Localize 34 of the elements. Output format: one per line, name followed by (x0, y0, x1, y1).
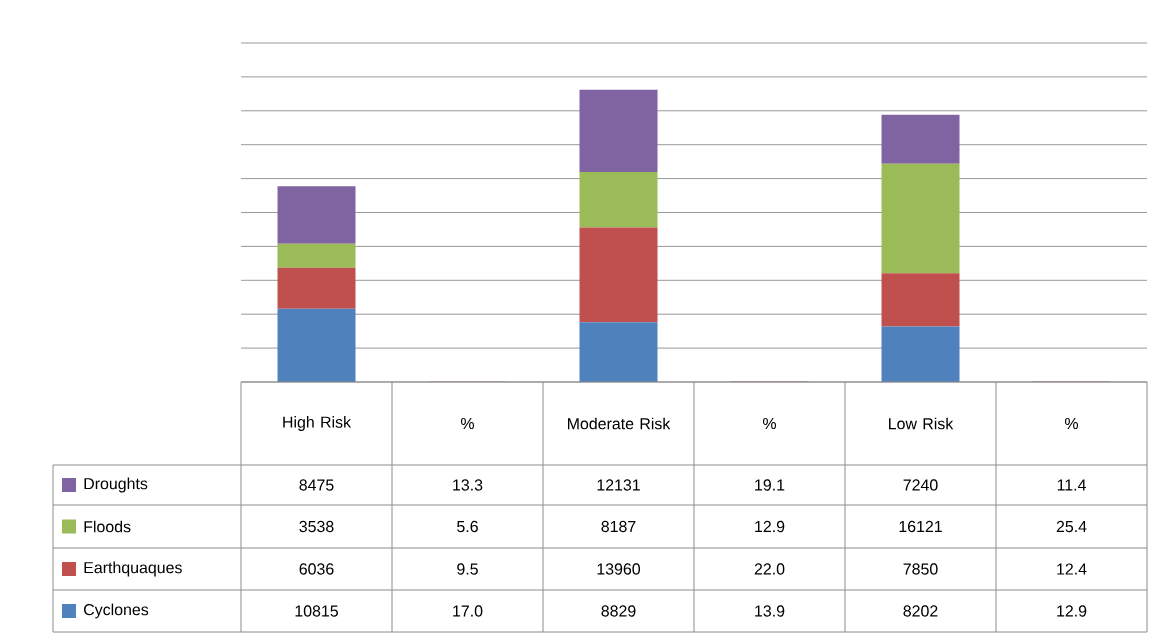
legend-label: Droughts (84, 477, 148, 493)
data-label: 16121 (899, 520, 942, 533)
x-tick-label: % (460, 417, 475, 430)
data-label: 3538 (299, 520, 334, 533)
data-label: 9.5 (457, 563, 478, 575)
data-label: 19.1 (755, 479, 785, 491)
data-label: 7850 (903, 563, 938, 575)
x-tick-label: High Risk (283, 416, 352, 431)
data-label: 11.4 (1057, 479, 1086, 491)
data-label: 8475 (299, 479, 334, 491)
data-label: 8829 (601, 605, 636, 617)
data-label: 12131 (597, 479, 640, 491)
data-label: 12.9 (1057, 605, 1087, 617)
legend-label: Earthquaques (84, 561, 182, 577)
data-label: 12.4 (1057, 563, 1087, 575)
data-label: 12.9 (755, 520, 785, 533)
data-label: 7240 (903, 479, 938, 491)
x-tick-label: % (762, 417, 777, 430)
x-tick-label: Low Risk (889, 417, 954, 430)
data-label: 13960 (597, 563, 641, 575)
data-label: 6036 (299, 563, 334, 575)
data-label: 25.4 (1056, 520, 1087, 533)
data-label: 13.9 (755, 605, 785, 617)
data-label: 13.3 (453, 479, 483, 491)
legend-label: Cyclones (84, 603, 149, 619)
data-label: 5.6 (457, 520, 478, 533)
x-tick-label: Moderate Risk (568, 417, 671, 430)
data-label: 17.0 (453, 605, 483, 617)
data-label: 8187 (601, 520, 636, 533)
data-label: 10815 (295, 605, 338, 617)
data-label: 8202 (903, 605, 938, 617)
x-tick-label: % (1064, 417, 1079, 430)
legend-label: Floods (84, 520, 131, 533)
data-label: 22.0 (754, 563, 785, 575)
